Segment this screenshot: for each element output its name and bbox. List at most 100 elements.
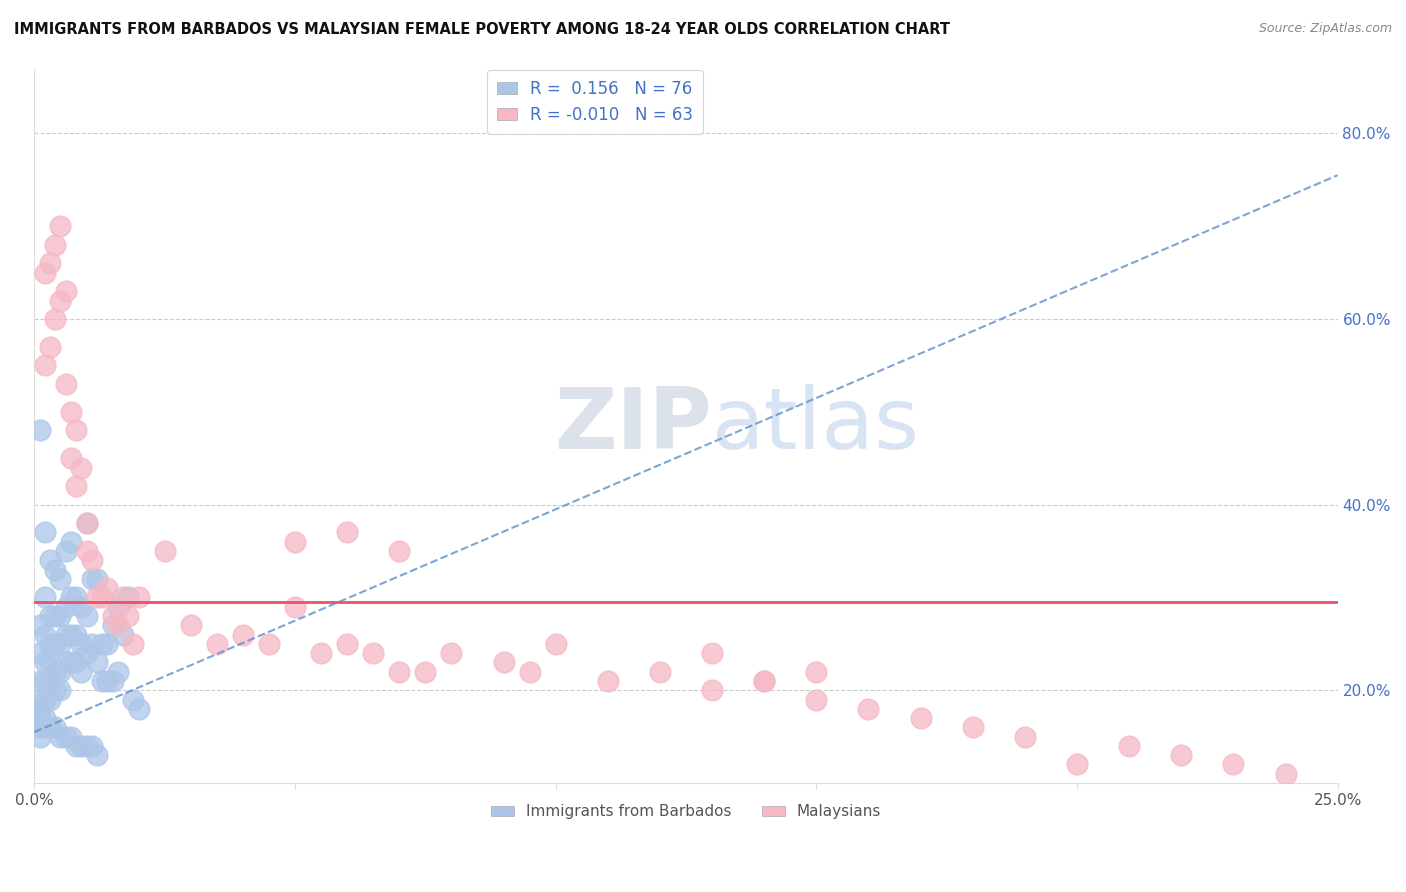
Point: [858, 702, 880, 716]
Point: [49, 665, 72, 679]
Point: [754, 673, 776, 688]
Point: [70, 665, 93, 679]
Point: [44, 665, 66, 679]
Point: [55, 627, 77, 641]
Point: [44, 720, 66, 734]
Point: [86, 748, 108, 763]
Point: [59, 591, 82, 605]
Point: [34, 591, 56, 605]
Point: [86, 656, 108, 670]
Point: [962, 720, 984, 734]
Point: [361, 646, 384, 660]
Point: [1014, 730, 1036, 744]
Point: [28, 702, 51, 716]
Point: [39, 673, 62, 688]
Point: [86, 572, 108, 586]
Point: [76, 609, 98, 624]
Point: [34, 627, 56, 641]
Point: [44, 637, 66, 651]
Text: atlas: atlas: [711, 384, 920, 467]
Point: [65, 739, 87, 753]
Point: [284, 534, 307, 549]
Point: [49, 293, 72, 308]
Point: [76, 544, 98, 558]
Point: [415, 665, 437, 679]
Point: [59, 656, 82, 670]
Point: [232, 627, 254, 641]
Point: [76, 739, 98, 753]
Point: [59, 730, 82, 744]
Point: [111, 591, 134, 605]
Point: [128, 591, 150, 605]
Point: [86, 591, 108, 605]
Point: [49, 730, 72, 744]
Point: [309, 646, 332, 660]
Point: [80, 637, 103, 651]
Point: [49, 683, 72, 698]
Point: [107, 599, 129, 614]
Point: [70, 599, 93, 614]
Point: [96, 581, 118, 595]
Point: [153, 544, 176, 558]
Point: [107, 665, 129, 679]
Point: [70, 637, 93, 651]
Point: [440, 646, 463, 660]
Point: [388, 544, 411, 558]
Point: [96, 637, 118, 651]
Point: [55, 544, 77, 558]
Point: [648, 665, 671, 679]
Point: [55, 377, 77, 392]
Point: [128, 702, 150, 716]
Point: [519, 665, 541, 679]
Point: [544, 637, 567, 651]
Point: [596, 673, 619, 688]
Point: [65, 627, 87, 641]
Point: [96, 673, 118, 688]
Point: [101, 609, 124, 624]
Point: [59, 451, 82, 466]
Point: [39, 609, 62, 624]
Point: [910, 711, 932, 725]
Point: [91, 673, 114, 688]
Point: [55, 730, 77, 744]
Point: [49, 637, 72, 651]
Point: [1170, 748, 1192, 763]
Point: [284, 599, 307, 614]
Point: [28, 673, 51, 688]
Point: [91, 637, 114, 651]
Point: [117, 609, 139, 624]
Point: [80, 572, 103, 586]
Point: [59, 627, 82, 641]
Point: [34, 266, 56, 280]
Point: [28, 692, 51, 706]
Point: [28, 711, 51, 725]
Point: [107, 618, 129, 632]
Point: [44, 563, 66, 577]
Point: [806, 665, 828, 679]
Point: [1066, 757, 1088, 772]
Point: [59, 405, 82, 419]
Point: [122, 692, 145, 706]
Point: [117, 591, 139, 605]
Point: [34, 711, 56, 725]
Point: [59, 534, 82, 549]
Point: [28, 730, 51, 744]
Text: ZIP: ZIP: [554, 384, 711, 467]
Point: [1274, 766, 1296, 780]
Point: [122, 637, 145, 651]
Point: [34, 673, 56, 688]
Point: [39, 720, 62, 734]
Point: [65, 479, 87, 493]
Point: [55, 656, 77, 670]
Point: [28, 646, 51, 660]
Point: [1222, 757, 1244, 772]
Point: [49, 572, 72, 586]
Point: [44, 683, 66, 698]
Point: [754, 673, 776, 688]
Point: [65, 591, 87, 605]
Point: [65, 424, 87, 438]
Legend: Immigrants from Barbados, Malaysians: Immigrants from Barbados, Malaysians: [485, 798, 887, 825]
Point: [76, 516, 98, 531]
Point: [101, 618, 124, 632]
Point: [34, 525, 56, 540]
